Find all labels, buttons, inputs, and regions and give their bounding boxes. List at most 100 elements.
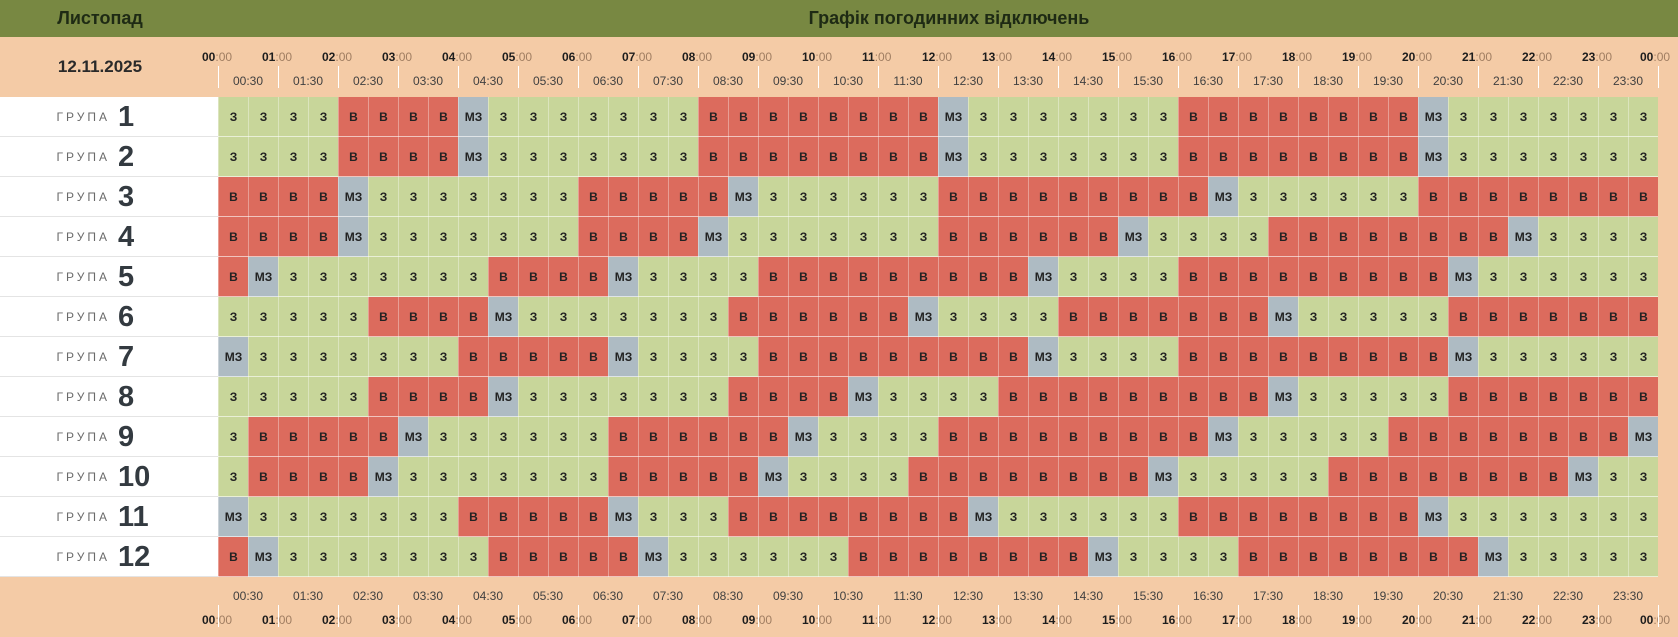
schedule-cell: В: [1058, 417, 1088, 457]
schedule-cell: В: [908, 257, 938, 297]
schedule-cell: З: [458, 257, 488, 297]
schedule-cell: З: [638, 297, 668, 337]
hour-label: 06:00: [562, 50, 593, 64]
schedule-cell: В: [1628, 297, 1658, 337]
schedule-cell: З: [1538, 217, 1568, 257]
schedule-cell: В: [1358, 257, 1388, 297]
hour-divider: [878, 605, 879, 627]
hour-divider: [1358, 605, 1359, 627]
hour-divider: [698, 66, 699, 88]
group-number: 2: [118, 141, 135, 173]
schedule-cell: В: [338, 417, 368, 457]
schedule-cell: З: [1058, 337, 1088, 377]
schedule-cell: З: [578, 97, 608, 137]
schedule-cell: В: [1178, 97, 1208, 137]
schedule-cell: В: [698, 417, 728, 457]
hour-divider: [1418, 66, 1419, 88]
schedule-cell: З: [308, 297, 338, 337]
half-hour-label: 17:30: [1252, 589, 1284, 603]
hour-label: 03:00: [382, 613, 413, 627]
schedule-cell: З: [338, 257, 368, 297]
schedule-cell: В: [368, 137, 398, 177]
half-hour-label: 22:30: [1552, 74, 1584, 88]
schedule-cell: В: [728, 377, 758, 417]
schedule-cell: З: [338, 377, 368, 417]
schedule-cell: МЗ: [1448, 337, 1478, 377]
schedule-cell: З: [248, 137, 278, 177]
schedule-cell: В: [1418, 537, 1448, 577]
schedule-cell: В: [1298, 257, 1328, 297]
group-word: ГРУПА: [56, 150, 110, 164]
schedule-cell: В: [278, 217, 308, 257]
row-separator: [218, 576, 1658, 577]
schedule-cell: МЗ: [458, 137, 488, 177]
schedule-cell: В: [1508, 457, 1538, 497]
schedule-cell: З: [428, 497, 458, 537]
hour-divider: [878, 66, 879, 88]
schedule-cell: В: [1058, 217, 1088, 257]
schedule-cell: В: [728, 297, 758, 337]
schedule-cell: В: [1478, 377, 1508, 417]
schedule-cell: В: [458, 497, 488, 537]
schedule-cell: В: [548, 257, 578, 297]
schedule-cell: З: [338, 497, 368, 537]
schedule-cell: З: [578, 137, 608, 177]
schedule-cell: В: [908, 137, 938, 177]
schedule-cell: З: [758, 177, 788, 217]
hour-divider: [218, 66, 219, 88]
row-separator: [218, 376, 1658, 377]
schedule-cell: З: [248, 337, 278, 377]
schedule-cell: В: [518, 257, 548, 297]
schedule-cell: В: [1508, 177, 1538, 217]
schedule-cell: МЗ: [1448, 257, 1478, 297]
schedule-cell: В: [848, 537, 878, 577]
schedule-cell: В: [1358, 97, 1388, 137]
hour-divider: [518, 66, 519, 88]
schedule-cell: З: [1448, 97, 1478, 137]
schedule-cell: МЗ: [1568, 457, 1598, 497]
hour-divider: [338, 605, 339, 627]
hour-label: 11:00: [862, 613, 892, 627]
schedule-cell: З: [458, 537, 488, 577]
hour-divider: [1118, 605, 1119, 627]
schedule-cell: В: [1568, 297, 1598, 337]
schedule-cell: В: [1088, 377, 1118, 417]
schedule-cell: В: [1178, 497, 1208, 537]
schedule-cell: З: [1148, 337, 1178, 377]
schedule-cell: В: [968, 177, 998, 217]
schedule-cell: В: [1298, 337, 1328, 377]
schedule-cell: В: [1208, 137, 1238, 177]
half-hour-label: 18:30: [1312, 589, 1344, 603]
schedule-cell: З: [1148, 97, 1178, 137]
schedule-cell: МЗ: [338, 177, 368, 217]
schedule-cell: З: [428, 217, 458, 257]
schedule-cell: З: [1058, 497, 1088, 537]
schedule-cell: В: [728, 137, 758, 177]
schedule-cell: З: [398, 497, 428, 537]
schedule-cell: В: [1628, 377, 1658, 417]
schedule-cell: З: [1388, 377, 1418, 417]
schedule-cell: З: [1538, 97, 1568, 137]
schedule-cell: В: [1268, 97, 1298, 137]
schedule-cell: З: [638, 257, 668, 297]
schedule-cell: В: [1538, 457, 1568, 497]
schedule-cell: В: [368, 297, 398, 337]
hour-divider: [338, 66, 339, 88]
schedule-cell: З: [1538, 337, 1568, 377]
schedule-cell: МЗ: [248, 537, 278, 577]
schedule-cell: З: [1598, 337, 1628, 377]
hour-label: 00:00: [202, 613, 233, 627]
schedule-cell: З: [548, 457, 578, 497]
schedule-cell: З: [548, 377, 578, 417]
half-hour-label: 00:30: [232, 589, 264, 603]
schedule-cell: МЗ: [338, 217, 368, 257]
group-label: ГРУПА 4: [0, 217, 218, 257]
group-word: ГРУПА: [56, 110, 110, 124]
schedule-cell: З: [1478, 337, 1508, 377]
schedule-cell: В: [488, 337, 518, 377]
schedule-cell: З: [698, 337, 728, 377]
schedule-cell: В: [488, 257, 518, 297]
schedule-cell: З: [218, 457, 248, 497]
schedule-cell: В: [368, 417, 398, 457]
schedule-cell: З: [1178, 217, 1208, 257]
